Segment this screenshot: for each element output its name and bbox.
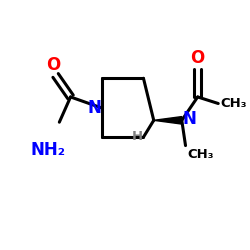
Polygon shape xyxy=(154,116,182,124)
Text: CH₃: CH₃ xyxy=(188,148,214,161)
Text: N: N xyxy=(88,99,102,117)
Text: H: H xyxy=(132,130,142,143)
Text: O: O xyxy=(190,49,205,67)
Text: N: N xyxy=(183,110,196,128)
Text: O: O xyxy=(46,56,61,74)
Text: NH₂: NH₂ xyxy=(30,141,66,159)
Text: CH₃: CH₃ xyxy=(220,97,246,110)
